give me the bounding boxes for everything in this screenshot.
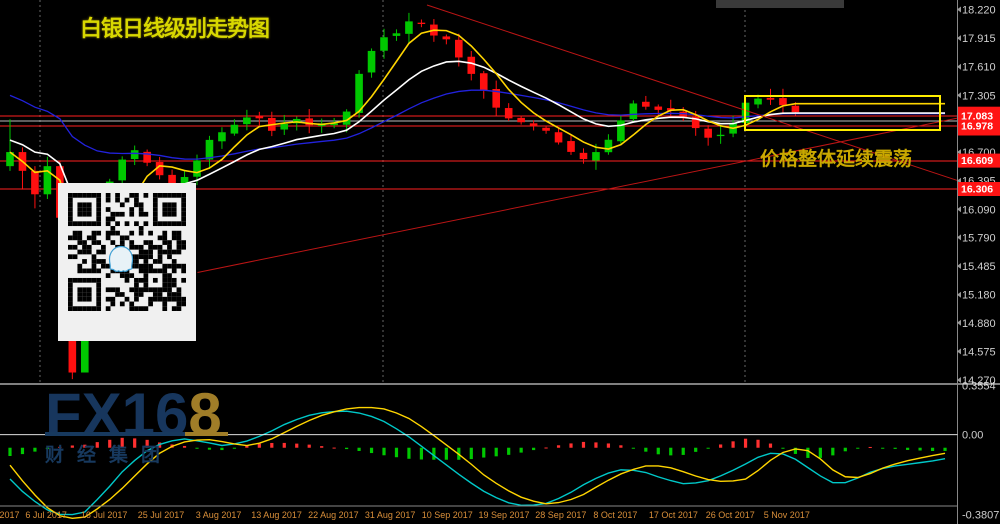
svg-text:6 Jul 2017: 6 Jul 2017: [25, 510, 67, 520]
svg-text:15.790: 15.790: [962, 232, 996, 244]
svg-text:白银日线级别走势图: 白银日线级别走势图: [80, 16, 269, 41]
svg-text:13 Aug 2017: 13 Aug 2017: [251, 510, 302, 520]
svg-text:16.609: 16.609: [961, 155, 993, 167]
svg-text:31 Aug 2017: 31 Aug 2017: [365, 510, 416, 520]
svg-text:-0.3807: -0.3807: [962, 509, 999, 521]
svg-text:16.306: 16.306: [961, 184, 993, 196]
svg-text:15.485: 15.485: [962, 261, 996, 273]
svg-text:25 Jul 2017: 25 Jul 2017: [138, 510, 185, 520]
svg-text:10 Sep 2017: 10 Sep 2017: [422, 510, 473, 520]
svg-text:n 2017: n 2017: [0, 510, 20, 520]
svg-text:28 Sep 2017: 28 Sep 2017: [535, 510, 586, 520]
svg-text:17 Oct 2017: 17 Oct 2017: [649, 510, 698, 520]
svg-text:18.220: 18.220: [962, 5, 996, 17]
svg-text:19 Sep 2017: 19 Sep 2017: [479, 510, 530, 520]
svg-text:价格整体延续震荡: 价格整体延续震荡: [760, 147, 912, 170]
svg-text:22 Aug 2017: 22 Aug 2017: [308, 510, 359, 520]
svg-text:16.978: 16.978: [961, 121, 993, 133]
svg-text:14.880: 14.880: [962, 318, 996, 330]
svg-text:17.915: 17.915: [962, 33, 996, 45]
svg-text:26 Oct 2017: 26 Oct 2017: [706, 510, 755, 520]
svg-text:15.180: 15.180: [962, 290, 996, 302]
svg-text:8 Oct 2017: 8 Oct 2017: [593, 510, 637, 520]
svg-text:16 Jul 2017: 16 Jul 2017: [81, 510, 128, 520]
svg-text:17.305: 17.305: [962, 90, 996, 102]
svg-text:0.00: 0.00: [962, 430, 983, 442]
svg-text:0.3554: 0.3554: [962, 381, 996, 393]
svg-text:3 Aug 2017: 3 Aug 2017: [196, 510, 242, 520]
svg-text:16.090: 16.090: [962, 204, 996, 216]
svg-text:5 Nov 2017: 5 Nov 2017: [764, 510, 810, 520]
svg-text:17.610: 17.610: [962, 62, 996, 74]
svg-text:14.575: 14.575: [962, 346, 996, 358]
